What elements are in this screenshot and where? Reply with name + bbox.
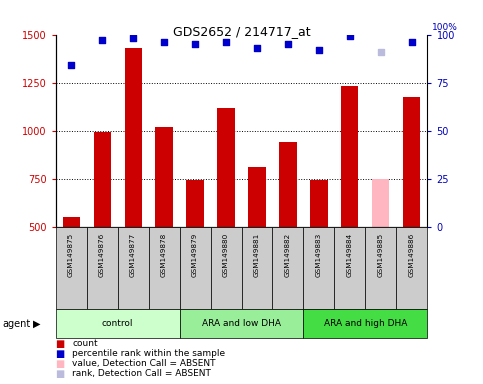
- Bar: [180, 309, 303, 338]
- Bar: [217, 108, 235, 227]
- Text: GDS2652 / 214717_at: GDS2652 / 214717_at: [173, 25, 310, 38]
- Bar: [372, 179, 389, 227]
- Text: GSM149879: GSM149879: [192, 233, 198, 277]
- Point: [284, 41, 292, 47]
- Point: [160, 39, 168, 45]
- Text: GSM149884: GSM149884: [347, 233, 353, 277]
- Bar: [272, 227, 303, 309]
- Bar: [211, 227, 242, 309]
- Text: GSM149886: GSM149886: [409, 233, 415, 277]
- Bar: [303, 227, 334, 309]
- Point: [315, 47, 323, 53]
- Text: GSM149878: GSM149878: [161, 233, 167, 277]
- Bar: [156, 127, 172, 227]
- Text: ■: ■: [56, 339, 65, 349]
- Bar: [341, 86, 358, 227]
- Point: [67, 62, 75, 68]
- Bar: [397, 227, 427, 309]
- Bar: [403, 97, 421, 227]
- Text: GSM149876: GSM149876: [99, 233, 105, 277]
- Point: [129, 35, 137, 41]
- Point: [377, 49, 385, 55]
- Bar: [125, 48, 142, 227]
- Bar: [311, 180, 327, 227]
- Bar: [86, 227, 117, 309]
- Text: control: control: [102, 319, 133, 328]
- Text: GSM149881: GSM149881: [254, 233, 260, 277]
- Bar: [366, 227, 397, 309]
- Text: GSM149882: GSM149882: [285, 233, 291, 277]
- Text: rank, Detection Call = ABSENT: rank, Detection Call = ABSENT: [72, 369, 212, 378]
- Point: [191, 41, 199, 47]
- Bar: [242, 227, 272, 309]
- Text: 100%: 100%: [432, 23, 457, 32]
- Bar: [248, 167, 266, 227]
- Text: GSM149880: GSM149880: [223, 233, 229, 277]
- Text: GSM149883: GSM149883: [316, 233, 322, 277]
- Bar: [94, 132, 111, 227]
- Text: GSM149875: GSM149875: [68, 233, 74, 277]
- Bar: [117, 227, 149, 309]
- Text: value, Detection Call = ABSENT: value, Detection Call = ABSENT: [72, 359, 216, 368]
- Text: agent: agent: [2, 318, 30, 329]
- Text: ARA and low DHA: ARA and low DHA: [202, 319, 281, 328]
- Text: ■: ■: [56, 359, 65, 369]
- Point: [346, 33, 354, 40]
- Text: ARA and high DHA: ARA and high DHA: [324, 319, 407, 328]
- Bar: [280, 142, 297, 227]
- Text: ■: ■: [56, 369, 65, 379]
- Bar: [334, 227, 366, 309]
- Text: percentile rank within the sample: percentile rank within the sample: [72, 349, 226, 358]
- Text: GSM149885: GSM149885: [378, 233, 384, 277]
- Point: [98, 37, 106, 43]
- Bar: [303, 309, 427, 338]
- Bar: [180, 227, 211, 309]
- Text: ■: ■: [56, 349, 65, 359]
- Text: GSM149877: GSM149877: [130, 233, 136, 277]
- Text: count: count: [72, 339, 98, 348]
- Bar: [149, 227, 180, 309]
- Bar: [56, 309, 180, 338]
- Point: [253, 45, 261, 51]
- Text: ▶: ▶: [33, 318, 41, 329]
- Bar: [56, 227, 86, 309]
- Bar: [62, 217, 80, 227]
- Point: [222, 39, 230, 45]
- Point: [408, 39, 416, 45]
- Bar: [186, 180, 203, 227]
